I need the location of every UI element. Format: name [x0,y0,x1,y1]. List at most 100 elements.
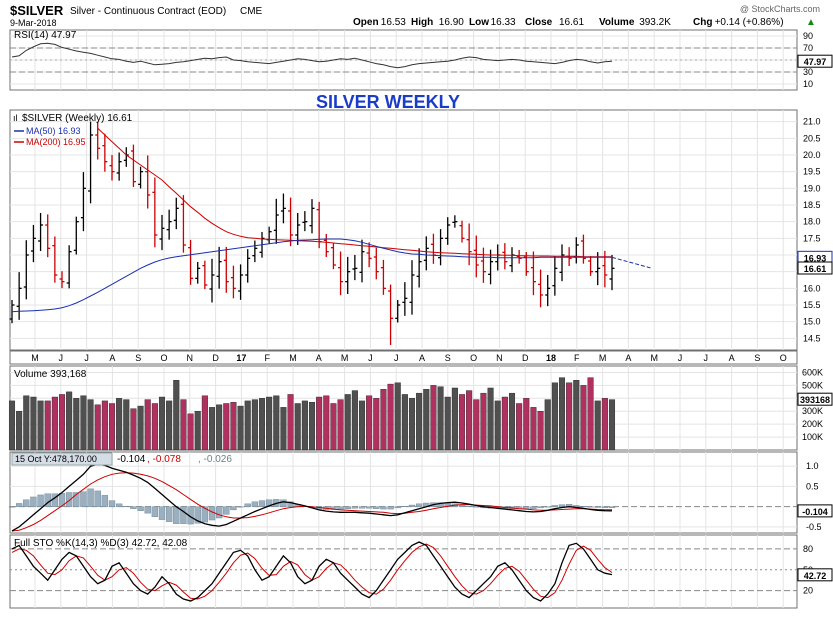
volume-bar [244,400,251,451]
volume-current-tag: 393168 [800,395,830,405]
macd-histogram-bar [223,506,230,515]
macd-histogram-bar [130,506,137,509]
price-bar [438,229,444,266]
macd-histogram-bar [415,503,423,507]
volume-bar [423,389,430,451]
rsi-current-tag-box [797,54,833,68]
macd-histogram-bar [287,501,294,507]
ma50-legend: MA(50) 16.93 [26,126,81,136]
ma200-legend: MA(200) 16.95 [26,137,86,147]
macd-histogram-bar [608,506,616,508]
macd-histogram-bar [37,494,44,507]
macd-histogram-bar [380,506,387,510]
macd-histogram-bar [215,506,223,519]
price-tick-label: 17.5 [803,233,821,243]
volume-bar [251,399,258,451]
volume-bar [416,392,423,451]
x-tick-label: A [729,353,735,363]
price-tag-ma50: 16.93 [804,253,827,263]
volume-bar [51,396,58,451]
price-bar [80,172,86,232]
volume-bar [80,395,87,451]
volume-bar [280,407,287,451]
macd-histogram-bar [437,502,444,507]
volume-bar [130,408,137,451]
price-bar [209,258,215,303]
volume-bar [287,394,294,451]
x-tick-label: J [368,353,373,363]
chart-title-overlay: SILVER WEEKLY [316,92,460,112]
price-bar [466,223,472,266]
sto-k-line [11,541,613,602]
volume-bar [37,400,44,451]
x-tick-label: A [316,353,322,363]
ohlc-summary: Open 16.53 High 16.90 Low 16.33 Close 16.61 Volu… [353,17,816,28]
macd-histogram-bar [23,499,30,507]
macd-histogram-bar [351,506,359,509]
volume-bar [316,396,323,451]
volume-bar [380,389,387,451]
volume-bar [266,396,273,451]
macd-histogram-bar [401,506,409,507]
x-tick-label: J [84,353,89,363]
volume-bar [401,394,408,451]
price-bar [30,224,36,263]
macd-histogram-bar [358,506,366,509]
macd-histogram-bar [265,499,273,507]
price-tick-label: 14.5 [803,333,821,343]
sto-legend: Full STO %K(14,3) %D(3) 42.72, 42.08 [14,538,188,549]
contract-name: Silver - Continuous Contract (EOD) [70,6,226,17]
volume-bar [58,394,66,451]
price-frame [9,109,798,351]
macd-histogram-bar [573,505,580,507]
macd-histogram-bar [101,495,109,507]
macd-histogram-bar [280,499,287,507]
price-bar [45,214,51,258]
price-tick-label: 18.0 [803,217,821,227]
macd-histogram-bar [373,506,380,509]
macd-histogram-bar [601,506,609,508]
macd-tick-label: -0.5 [806,522,822,532]
volume-bar [387,383,394,451]
price-bar [130,144,136,187]
price-bar [445,217,451,245]
volume-bar [144,399,151,451]
volume-tick-label: 600K [802,367,823,377]
price-bar [102,133,108,172]
macd-signal-line [11,472,613,532]
volume-bar [501,396,508,451]
rsi-legend: RSI(14) 47.97 [14,30,77,41]
price-bar [352,254,358,281]
volume-tick-label: 300K [802,406,823,416]
macd-histogram-bar [458,504,466,507]
volume-bar [580,385,587,451]
volume-bar [151,403,158,451]
price-bar [309,199,315,234]
volume-bar [87,399,94,451]
x-tick-label: A [419,353,425,363]
volume-bar [480,392,487,451]
volume-bar [601,398,608,451]
x-tick-label: S [754,353,760,363]
x-tick-label: J [394,353,399,363]
macd-current-tag-box [797,504,833,518]
price-bar [609,254,615,291]
x-tick-label: F [574,353,580,363]
watermark: @ StockCharts.com [740,4,820,14]
macd-histogram-bar [230,506,237,511]
macd-frame [9,451,798,534]
volume-bar [558,377,566,451]
volume-bar [451,387,458,451]
macd-histogram-bar [158,506,166,520]
chg-up-arrow: ▲ [806,17,816,28]
volume-bar [444,396,451,451]
ohlc-chg-label: Chg [693,17,712,28]
price-bar [16,272,22,320]
volume-bar [323,395,330,451]
volume-bar [201,395,208,451]
macd-current-tag: -0.104 [802,507,828,517]
volume-bar [73,398,80,451]
rsi-tick-label: 70 [803,43,813,53]
ohlc-open-label: Open [353,17,379,28]
price-bar [38,213,44,251]
